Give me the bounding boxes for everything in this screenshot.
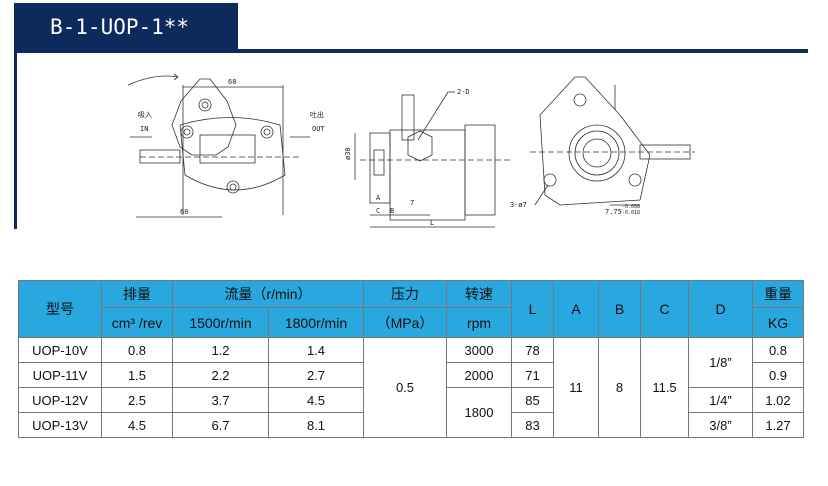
cell-f1800: 8.1 — [268, 412, 364, 438]
cell-weight: 0.9 — [752, 362, 804, 388]
cell-f1800: 1.4 — [268, 337, 364, 363]
cell-model: UOP-12V — [18, 387, 102, 413]
cell-f1500: 2.2 — [172, 362, 269, 388]
dia30-label: ø30 — [344, 147, 352, 160]
pump-drawing: 吸入 IN 吐出 OUT 68 60 2-D ø30 3-ø7 7.75 -0.… — [127, 73, 695, 228]
cell-model: UOP-13V — [18, 412, 102, 438]
header-d: D — [688, 280, 753, 338]
dim-b: B — [390, 207, 394, 215]
cell-pressure: 0.5 — [363, 337, 447, 438]
page-title: B-1-UOP-1** — [14, 3, 238, 51]
cell-f1500: 3.7 — [172, 387, 269, 413]
header-flow-1500: 1500r/min — [172, 307, 269, 338]
header-speed: 转速 — [446, 280, 512, 308]
cell-l: 85 — [511, 387, 554, 413]
front-view — [127, 73, 310, 218]
header-pressure: 压力 — [363, 280, 447, 308]
table-row: UOP-13V 4.5 6.7 8.1 83 3/8” 1.27 — [18, 412, 804, 438]
header-flow-1800: 1800r/min — [268, 307, 364, 338]
cell-disp: 2.5 — [101, 387, 173, 413]
out-label-cn: 吐出 — [310, 110, 324, 119]
out-label: OUT — [312, 125, 325, 133]
cell-weight: 1.02 — [752, 387, 804, 413]
cell-weight: 0.8 — [752, 337, 804, 363]
cell-model: UOP-10V — [18, 337, 102, 363]
header-flow: 流量（r/min） — [172, 280, 364, 308]
table-row: UOP-10V 0.8 1.2 1.4 0.5 3000 78 11 8 11.… — [18, 337, 804, 438]
cell-l: 83 — [511, 412, 554, 438]
spec-table: 型号 排量 流量（r/min） 压力 转速 L A B C D 重量 cm³ /… — [18, 280, 804, 438]
side-view — [354, 91, 510, 228]
header-disp-unit: cm³ /rev — [101, 307, 173, 338]
cell-model: UOP-11V — [18, 362, 102, 388]
holes-label: 3-ø7 — [510, 201, 527, 209]
cell-b: 8 — [598, 337, 641, 438]
cell-d: 3/8” — [688, 412, 753, 438]
cell-disp: 1.5 — [101, 362, 173, 388]
in-label-cn: 吸入 — [138, 111, 152, 119]
cell-disp: 4.5 — [101, 412, 173, 438]
header-b: B — [598, 280, 641, 338]
title-rule — [14, 49, 808, 53]
header-l: L — [511, 280, 554, 338]
dim-l: L — [430, 219, 434, 227]
dim-68: 68 — [228, 78, 236, 86]
cell-speed: 3000 — [446, 337, 512, 363]
cell-weight: 1.27 — [752, 412, 804, 438]
cell-disp: 0.8 — [101, 337, 173, 363]
table-row: UOP-11V 1.5 2.2 2.7 2000 71 0.9 — [18, 362, 804, 388]
dim-a: A — [376, 194, 381, 202]
cell-l: 78 — [511, 337, 554, 363]
dim-60: 60 — [180, 208, 188, 216]
key-dim: 7.75 — [605, 208, 622, 216]
header-displacement: 排量 — [101, 280, 173, 308]
cell-f1800: 4.5 — [268, 387, 364, 413]
header-model: 型号 — [18, 280, 102, 338]
header-speed-unit: rpm — [446, 307, 512, 338]
header-weight: 重量 — [752, 280, 804, 308]
header-pressure-unit: （MPa） — [363, 307, 447, 338]
tol-top: -0.008 — [622, 204, 640, 210]
dim-7: 7 — [410, 199, 414, 207]
header-c: C — [640, 280, 689, 338]
tol-bot: -0.018 — [622, 210, 640, 216]
cell-f1500: 6.7 — [172, 412, 269, 438]
header-weight-unit: KG — [752, 307, 804, 338]
dim-c: C — [376, 207, 380, 215]
cell-d: 1/8” — [688, 337, 753, 388]
in-label: IN — [140, 125, 148, 133]
cell-d: 1/4” — [688, 387, 753, 413]
rear-view — [530, 76, 695, 206]
cell-speed: 1800 — [446, 387, 512, 438]
table-row: UOP-12V 2.5 3.7 4.5 1800 85 1/4” 1.02 — [18, 387, 804, 438]
cell-l: 71 — [511, 362, 554, 388]
port-label: 2-D — [457, 88, 470, 96]
cell-speed: 2000 — [446, 362, 512, 388]
header-a: A — [553, 280, 599, 338]
left-rule — [14, 49, 17, 229]
cell-f1800: 2.7 — [268, 362, 364, 388]
cell-f1500: 1.2 — [172, 337, 269, 363]
cell-c: 11.5 — [640, 337, 689, 438]
cell-a: 11 — [553, 337, 599, 438]
